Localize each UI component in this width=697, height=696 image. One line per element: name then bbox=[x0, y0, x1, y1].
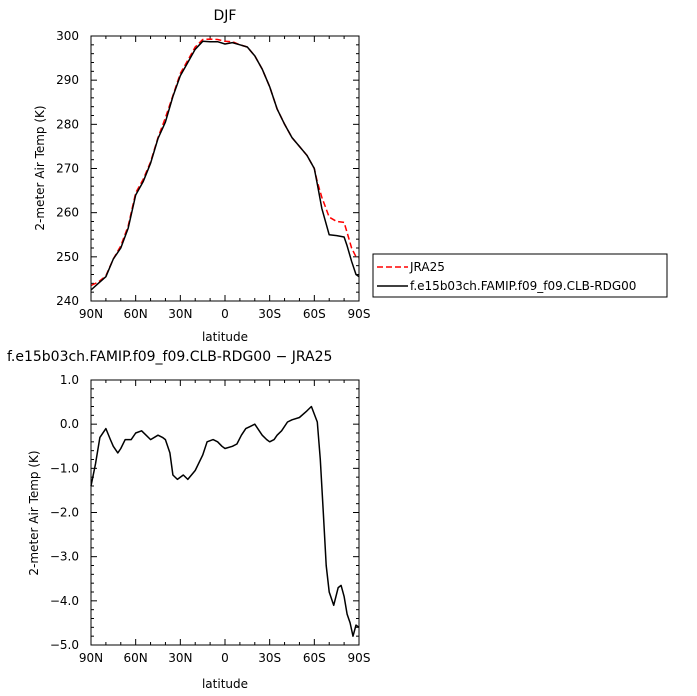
y-tick-label: 300 bbox=[56, 29, 79, 43]
x-tick-label: 60S bbox=[303, 307, 326, 321]
x-tick-label: 30N bbox=[168, 651, 192, 665]
y-tick-label: 290 bbox=[56, 73, 79, 87]
y-tick-labels: 240 250 260 270 280 290 300 bbox=[56, 29, 79, 308]
x-tick-label: 90N bbox=[79, 307, 103, 321]
y-axis-label: 2-meter Air Temp (K) bbox=[27, 450, 41, 575]
series-lines bbox=[90, 38, 360, 291]
x-axis-label: latitude bbox=[202, 330, 248, 344]
chart-title: f.e15b03ch.FAMIP.f09_f09.CLB-RDG00 − JRA… bbox=[7, 349, 332, 365]
temperature-chart: DJF 90N 60N 30N 0 30S 60S 90S 2402502602702802… bbox=[33, 8, 668, 344]
series-lines bbox=[90, 405, 360, 637]
tick-marks bbox=[90, 379, 360, 646]
y-tick-label: 280 bbox=[56, 117, 79, 131]
y-tick-label: −2.0 bbox=[50, 506, 79, 520]
x-tick-label: 30N bbox=[168, 307, 192, 321]
plot-frame bbox=[90, 35, 360, 302]
y-tick-label: 0.0 bbox=[60, 417, 79, 431]
legend: JRA25 f.e15b03ch.FAMIP.f09_f09.CLB-RDG00 bbox=[372, 253, 668, 298]
series-line-0 bbox=[90, 38, 360, 287]
x-tick-label: 90S bbox=[348, 307, 371, 321]
x-tick-label: 30S bbox=[258, 307, 281, 321]
x-tick-label: 90N bbox=[79, 651, 103, 665]
x-tick-labels: 90N 60N 30N 0 30S 60S 90S bbox=[79, 307, 371, 321]
y-tick-label: 260 bbox=[56, 206, 79, 220]
y-tick-label: 270 bbox=[56, 162, 79, 176]
legend-box bbox=[372, 253, 668, 298]
difference-chart: f.e15b03ch.FAMIP.f09_f09.CLB-RDG00 − JRA… bbox=[7, 349, 370, 691]
series-line-0 bbox=[90, 405, 360, 637]
x-axis-label: latitude bbox=[202, 677, 248, 691]
y-tick-labels: −5.0 −4.0 −3.0 −2.0 −1.0 0.0 1.0 bbox=[50, 373, 79, 652]
y-tick-label: −3.0 bbox=[50, 550, 79, 564]
y-tick-label: −5.0 bbox=[50, 638, 79, 652]
x-tick-label: 60N bbox=[124, 651, 148, 665]
plot-frame bbox=[90, 379, 360, 646]
y-tick-label: 240 bbox=[56, 294, 79, 308]
y-tick-label: 1.0 bbox=[60, 373, 79, 387]
x-tick-label: 60N bbox=[124, 307, 148, 321]
y-tick-label: −1.0 bbox=[50, 461, 79, 475]
x-tick-labels: 90N 60N 30N 0 30S 60S 90S bbox=[79, 651, 371, 665]
x-tick-label: 30S bbox=[258, 651, 281, 665]
x-tick-label: 0 bbox=[221, 651, 229, 665]
x-tick-label: 60S bbox=[303, 651, 326, 665]
y-tick-label: −4.0 bbox=[50, 594, 79, 608]
legend-label-jra25: JRA25 bbox=[409, 260, 445, 274]
chart-title: DJF bbox=[214, 8, 237, 24]
y-tick-label: 250 bbox=[56, 250, 79, 264]
x-tick-label: 90S bbox=[348, 651, 371, 665]
legend-label-model: f.e15b03ch.FAMIP.f09_f09.CLB-RDG00 bbox=[410, 279, 636, 293]
y-axis-label: 2-meter Air Temp (K) bbox=[33, 105, 47, 230]
tick-marks bbox=[90, 35, 360, 302]
x-tick-label: 0 bbox=[221, 307, 229, 321]
series-line-1 bbox=[90, 40, 360, 291]
